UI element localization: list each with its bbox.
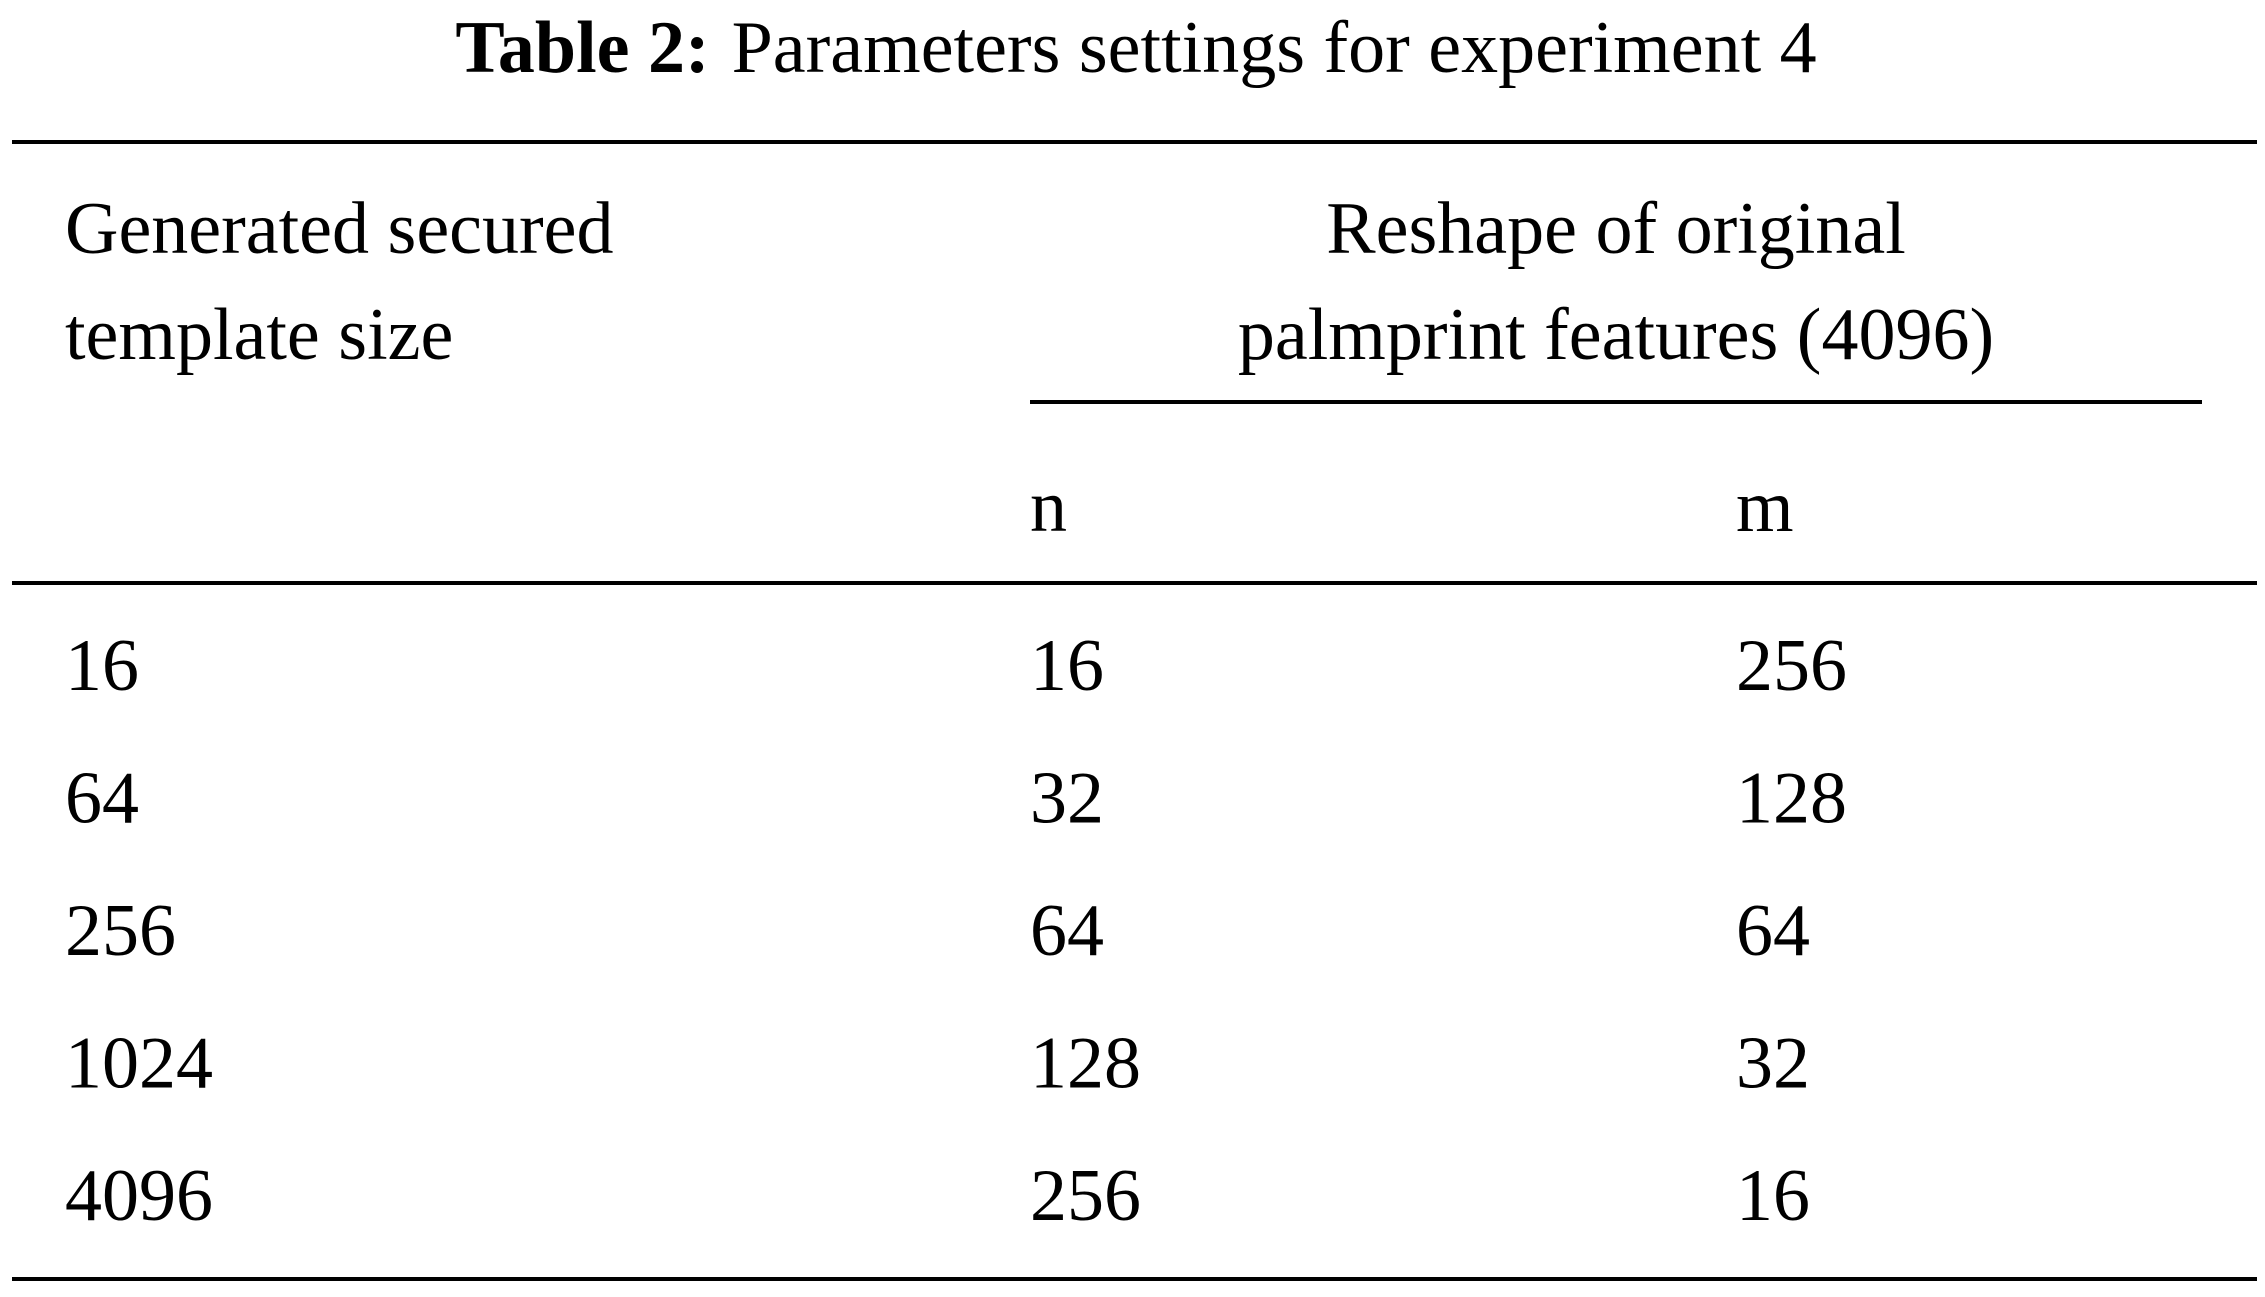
table-cell: 16 [1030,625,1104,707]
table-cell: 16 [65,625,139,707]
caption-label: Table 2: [455,7,709,89]
table-cell: 128 [1736,758,1847,840]
header-cell: template size [65,294,453,376]
table-cell: 32 [1736,1023,1810,1105]
table-caption: Table 2: Parameters settings for experime… [455,7,1816,89]
table-cell: 256 [65,890,176,972]
table-cell: 64 [1736,890,1810,972]
subheader-cell: m [1736,466,1794,548]
table-cell: 128 [1030,1023,1141,1105]
header-cell: Generated secured [65,188,614,270]
table-cell: 64 [65,758,139,840]
table-cell: 4096 [65,1155,213,1237]
table-cell: 64 [1030,890,1104,972]
caption-text: Parameters settings for experiment 4 [732,7,1817,89]
table-cell: 256 [1030,1155,1141,1237]
header-cell: Reshape of original [1326,188,1906,270]
header-cell: palmprint features (4096) [1238,294,1994,376]
table-cell: 1024 [65,1023,213,1105]
table-cell: 32 [1030,758,1104,840]
subheader-cell: n [1030,466,1067,548]
table-cell: 256 [1736,625,1847,707]
table-cell: 16 [1736,1155,1810,1237]
